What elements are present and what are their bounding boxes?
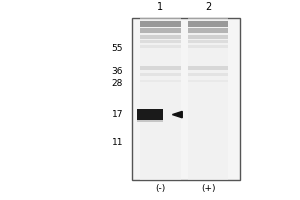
Bar [140, 35, 181, 39]
Text: 36: 36 [112, 67, 123, 76]
Text: 2: 2 [205, 2, 212, 12]
Bar [140, 40, 181, 43]
Bar [136, 109, 164, 120]
Bar [188, 66, 228, 70]
Bar [188, 80, 228, 82]
Text: 11: 11 [112, 138, 123, 147]
Bar [188, 21, 228, 27]
Bar [140, 66, 181, 70]
Bar [136, 109, 164, 119]
Text: 28: 28 [112, 79, 123, 88]
Bar [140, 21, 181, 27]
Bar [136, 113, 164, 122]
Bar [188, 18, 228, 180]
Text: 17: 17 [112, 110, 123, 119]
Text: (+): (+) [201, 184, 215, 193]
Bar [140, 18, 181, 180]
Bar [188, 73, 228, 76]
Text: (-): (-) [155, 184, 166, 193]
Bar [188, 35, 228, 39]
Bar [140, 80, 181, 82]
Polygon shape [172, 111, 182, 118]
Bar [132, 18, 240, 180]
Bar [188, 45, 228, 48]
Bar [140, 28, 181, 33]
Text: 1: 1 [158, 2, 164, 12]
Text: 55: 55 [112, 44, 123, 53]
Bar [188, 40, 228, 43]
Bar [136, 109, 164, 120]
Bar [140, 73, 181, 76]
Bar [188, 28, 228, 33]
Bar [140, 45, 181, 48]
